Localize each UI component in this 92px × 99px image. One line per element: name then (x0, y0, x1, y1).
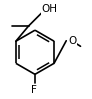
Text: F: F (31, 85, 37, 95)
Text: OH: OH (42, 4, 58, 14)
Text: O: O (68, 36, 76, 46)
